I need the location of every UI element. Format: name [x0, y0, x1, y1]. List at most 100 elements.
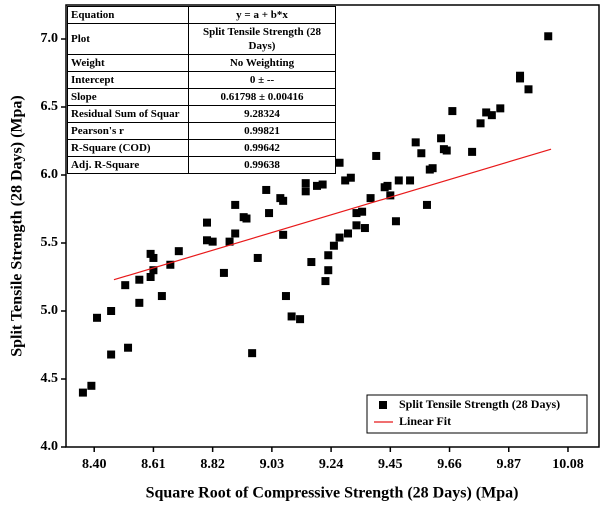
data-point [358, 207, 367, 216]
data-point [231, 229, 240, 238]
x-tick-label: 9.45 [378, 457, 403, 472]
data-point [149, 253, 158, 262]
data-point [544, 32, 553, 41]
data-point [352, 221, 361, 230]
table-value: 0.99821 [188, 122, 336, 140]
data-point [166, 260, 175, 269]
table-value: No Weighting [188, 54, 336, 72]
data-point [225, 237, 234, 246]
x-tick-label: 9.03 [260, 457, 285, 472]
table-key: Pearson's r [67, 122, 189, 140]
y-tick-label: 6.5 [41, 99, 59, 114]
table-row: Intercept 0 ± -- [67, 71, 336, 89]
data-point [394, 176, 403, 185]
table-row: Plot Split Tensile Strength (28 Days) [67, 23, 336, 55]
data-point [146, 249, 155, 258]
data-point [366, 194, 375, 203]
fit-line [113, 148, 552, 281]
table-key: Residual Sum of Squar [67, 105, 189, 123]
data-point [411, 138, 420, 147]
table-row: Residual Sum of Squar 9.28324 [67, 105, 336, 123]
data-point [476, 119, 485, 128]
table-row: Weight No Weighting [67, 54, 336, 72]
data-point [135, 298, 144, 307]
data-point [335, 158, 344, 167]
data-point [231, 200, 240, 209]
data-point [417, 149, 426, 158]
data-point [296, 315, 305, 324]
table-value: 0 ± -- [188, 71, 336, 89]
data-point [442, 146, 451, 155]
table-value: 0.61798 ± 0.00416 [188, 88, 336, 106]
data-point [344, 229, 353, 238]
data-point [149, 266, 158, 275]
data-point [468, 147, 477, 156]
data-point [93, 313, 102, 322]
table-row: R-Square (COD) 0.99642 [67, 139, 336, 157]
y-axis-title: Split Tensile Strength (28 Days) (Mpa) [9, 95, 26, 357]
table-row: Adj. R-Square 0.99638 [67, 156, 336, 174]
table-key: Equation [67, 6, 189, 24]
table-row: Equation y = a + b*x [67, 6, 336, 24]
table-key: Adj. R-Square [67, 156, 189, 174]
data-point [203, 218, 212, 227]
data-point [107, 350, 116, 359]
data-point [391, 217, 400, 226]
data-point [406, 176, 415, 185]
data-point [428, 164, 437, 173]
legend-marker [379, 401, 387, 409]
data-point [383, 181, 392, 190]
data-point [360, 224, 369, 233]
data-point [482, 108, 491, 117]
legend-box [366, 394, 588, 434]
x-tick-label: 10.08 [552, 457, 584, 472]
table-value: Split Tensile Strength (28 Days) [188, 23, 336, 55]
data-point [516, 74, 525, 83]
data-point [321, 277, 330, 286]
data-point [352, 209, 361, 218]
y-tick-label: 4.5 [41, 371, 59, 386]
data-point [124, 343, 133, 352]
fit-table: Equation y = a + b*x Plot Split Tensile Str… [67, 6, 336, 174]
table-value: 0.99638 [188, 156, 336, 174]
legend-label: Split Tensile Strength (28 Days) [399, 397, 560, 411]
y-tick-label: 4.0 [41, 439, 59, 454]
data-point [372, 151, 381, 160]
table-key: Slope [67, 88, 189, 106]
data-point [174, 247, 183, 256]
data-point [324, 266, 333, 275]
data-point [253, 253, 262, 262]
plot-frame [65, 4, 600, 448]
data-point [386, 191, 395, 200]
y-tick-label: 6.0 [41, 167, 59, 182]
table-key: Weight [67, 54, 189, 72]
x-tick-label: 8.61 [141, 457, 166, 472]
table-key: R-Square (COD) [67, 139, 189, 157]
data-point [219, 268, 228, 277]
table-row: Slope 0.61798 ± 0.00416 [67, 88, 336, 106]
x-tick-label: 9.24 [319, 457, 344, 472]
x-tick-label: 8.82 [200, 457, 225, 472]
data-point [437, 134, 446, 143]
data-point [335, 233, 344, 242]
data-point [279, 230, 288, 239]
table-value: 9.28324 [188, 105, 336, 123]
table-row: Pearson's r 0.99821 [67, 122, 336, 140]
data-point [487, 111, 496, 120]
x-axis-title: Square Root of Compressive Strength (28 … [146, 485, 519, 502]
data-point [318, 180, 327, 189]
data-point [301, 187, 310, 196]
data-point [301, 179, 310, 188]
data-point [121, 281, 130, 290]
y-tick-label: 5.5 [41, 235, 59, 250]
data-point [248, 349, 257, 358]
data-point [524, 85, 533, 94]
data-point [262, 185, 271, 194]
data-point [146, 273, 155, 281]
legend: Split Tensile Strength (28 Days) Linear F… [366, 394, 588, 434]
data-point [324, 251, 333, 260]
data-point [208, 237, 217, 246]
table-key: Intercept [67, 71, 189, 89]
